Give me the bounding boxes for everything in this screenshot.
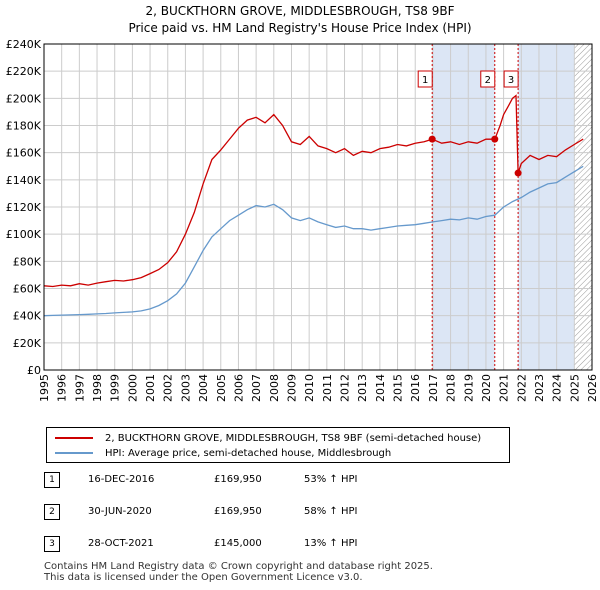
price-chart: 1 2 3 £0 £20K £40K £60K £80K £100K £120K £140K £16… <box>6 38 599 402</box>
sale-row: 3 28-OCT-2021 £145,000 13% ↑ HPI <box>44 536 444 556</box>
sale-marker-point <box>491 135 499 143</box>
x-tick-label: 2021 <box>498 374 511 402</box>
x-tick-label: 2004 <box>197 374 210 402</box>
y-tick-label: £100K <box>6 228 42 241</box>
x-tick-label: 2012 <box>339 374 352 402</box>
hpi-line <box>43 165 584 317</box>
y-tick-label: £40K <box>13 310 42 323</box>
footer: Contains HM Land Registry data © Crown c… <box>44 561 433 583</box>
x-tick-label: 2008 <box>268 374 281 402</box>
sale-marker-label: 2 <box>485 75 491 86</box>
x-tick-label: 2018 <box>445 374 458 402</box>
x-tick-label: 2007 <box>250 374 263 402</box>
sale-marker-point <box>514 169 522 177</box>
sale-marker-box <box>480 70 496 88</box>
x-tick-label: 1996 <box>56 374 69 402</box>
x-tick-label: 2024 <box>551 374 564 402</box>
y-tick-label: £0 <box>27 364 41 377</box>
x-tick-label: 2025 <box>568 374 581 402</box>
sale-date: 30-JUN-2020 <box>88 506 152 517</box>
x-tick-label: 2013 <box>356 374 369 402</box>
y-tick-label: £20K <box>13 337 42 350</box>
x-tick-label: 2016 <box>409 374 422 402</box>
sale-marker-label: 3 <box>508 75 514 86</box>
sale-hpi-change: 53% ↑ HPI <box>304 474 358 485</box>
sale-number-badge: 3 <box>44 536 60 552</box>
plot-frame <box>43 43 593 371</box>
x-tick-label: 2003 <box>179 374 192 402</box>
sale-marker-box <box>503 70 519 88</box>
x-tick-label: 2011 <box>321 374 334 402</box>
sale-number-badge: 2 <box>44 504 60 520</box>
sale-date: 16-DEC-2016 <box>88 474 155 485</box>
x-tick-label: 2015 <box>392 374 405 402</box>
property-price-line <box>43 94 584 288</box>
x-tick-label: 2017 <box>427 374 440 402</box>
x-tick-label: 2009 <box>285 374 298 402</box>
x-tick-label: 2000 <box>126 374 139 402</box>
x-tick-label: 2010 <box>303 374 316 402</box>
x-tick-label: 2022 <box>515 374 528 402</box>
x-tick-label: 2020 <box>480 374 493 402</box>
legend-swatch-red <box>55 437 93 439</box>
x-tick-label: 2023 <box>533 374 546 402</box>
chart-legend: 2, BUCKTHORN GROVE, MIDDLESBROUGH, TS8 9… <box>46 427 510 463</box>
sale-marker-label: 1 <box>422 75 428 86</box>
sale-marker-box <box>417 70 433 88</box>
y-tick-label: £120K <box>6 201 42 214</box>
sale-marker-point <box>428 135 436 143</box>
x-tick-label: 2014 <box>374 374 387 402</box>
sale-row: 1 16-DEC-2016 £169,950 53% ↑ HPI <box>44 472 444 492</box>
y-tick-label: £80K <box>13 255 42 268</box>
x-tick-label: 2002 <box>162 374 175 402</box>
x-tick-label: 1997 <box>73 374 86 402</box>
sale-date: 28-OCT-2021 <box>88 538 154 549</box>
sale-number-badge: 1 <box>44 472 60 488</box>
x-tick-label: 1995 <box>38 374 51 402</box>
footer-licence: This data is licensed under the Open Gov… <box>44 572 363 583</box>
y-tick-label: £200K <box>6 92 42 105</box>
x-tick-label: 1998 <box>91 374 104 402</box>
x-tick-label: 1999 <box>109 374 122 402</box>
sale-price: £169,950 <box>214 474 262 485</box>
legend-swatch-blue <box>55 452 93 454</box>
chart-title: 2, BUCKTHORN GROVE, MIDDLESBROUGH, TS8 9… <box>145 4 455 18</box>
legend-label-property: 2, BUCKTHORN GROVE, MIDDLESBROUGH, TS8 9… <box>105 432 482 444</box>
sale-price: £145,000 <box>214 538 262 549</box>
sale-row: 2 30-JUN-2020 £169,950 58% ↑ HPI <box>44 504 444 524</box>
y-tick-label: £240K <box>6 38 42 51</box>
legend-item-property: 2, BUCKTHORN GROVE, MIDDLESBROUGH, TS8 9… <box>55 431 481 445</box>
y-tick-label: £220K <box>6 65 42 78</box>
sale-price: £169,950 <box>214 506 262 517</box>
footer-copyright: Contains HM Land Registry data © Crown c… <box>44 561 433 572</box>
x-tick-label: 2001 <box>144 374 157 402</box>
y-tick-label: £180K <box>6 120 42 133</box>
sale-hpi-change: 58% ↑ HPI <box>304 506 358 517</box>
chart-subtitle: Price paid vs. HM Land Registry's House … <box>128 21 472 35</box>
x-tick-label: 2026 <box>586 374 599 402</box>
x-tick-label: 2006 <box>232 374 245 402</box>
x-tick-label: 2005 <box>215 374 228 402</box>
y-tick-label: £140K <box>6 174 42 187</box>
y-tick-label: £60K <box>13 283 42 296</box>
x-tick-label: 2019 <box>462 374 475 402</box>
y-tick-label: £160K <box>6 147 42 160</box>
legend-item-hpi: HPI: Average price, semi-detached house,… <box>55 446 391 460</box>
sale-hpi-change: 13% ↑ HPI <box>304 538 358 549</box>
legend-label-hpi: HPI: Average price, semi-detached house,… <box>105 447 392 459</box>
